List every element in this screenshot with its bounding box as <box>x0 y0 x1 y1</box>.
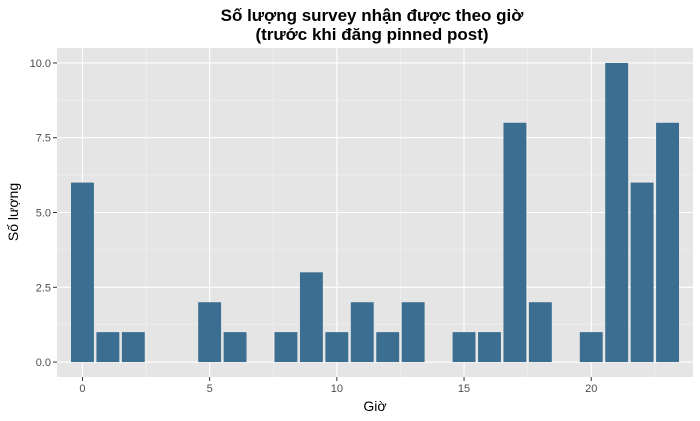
x-axis-title: Giờ <box>363 398 386 414</box>
x-tick-label: 5 <box>207 383 213 395</box>
bar <box>605 62 629 363</box>
bar <box>223 332 247 363</box>
bar <box>656 122 680 363</box>
bar <box>299 272 323 363</box>
x-tick-label: 0 <box>79 383 85 395</box>
bar <box>121 332 145 363</box>
chart-title: Số lượng survey nhận được theo giờ <box>221 6 525 25</box>
y-tick-label: 10.0 <box>30 58 51 70</box>
bar <box>579 332 603 363</box>
x-tick-label: 15 <box>458 383 470 395</box>
bar <box>630 182 654 363</box>
bar <box>376 332 400 363</box>
bar <box>478 332 501 363</box>
bar <box>452 332 476 363</box>
y-axis-title: Số lượng <box>5 183 21 241</box>
bar <box>198 302 222 363</box>
bars <box>70 62 680 363</box>
x-axis: 0 5 10 15 20 <box>79 377 597 395</box>
bar <box>401 302 425 363</box>
y-axis: 0.0 2.5 5.0 7.5 10.0 <box>30 58 57 369</box>
y-tick-label: 5.0 <box>36 208 51 220</box>
bar <box>70 182 94 363</box>
bar <box>325 332 349 363</box>
bar <box>274 332 298 363</box>
chart-subtitle: (trước khi đăng pinned post) <box>255 25 488 44</box>
x-tick-label: 20 <box>585 383 597 395</box>
bar <box>528 302 552 363</box>
y-tick-label: 7.5 <box>36 133 51 145</box>
bar <box>96 332 120 363</box>
x-tick-label: 10 <box>331 383 343 395</box>
bar <box>503 122 527 363</box>
bar <box>350 302 374 363</box>
y-tick-label: 0.0 <box>36 357 51 369</box>
y-tick-label: 2.5 <box>36 282 51 294</box>
